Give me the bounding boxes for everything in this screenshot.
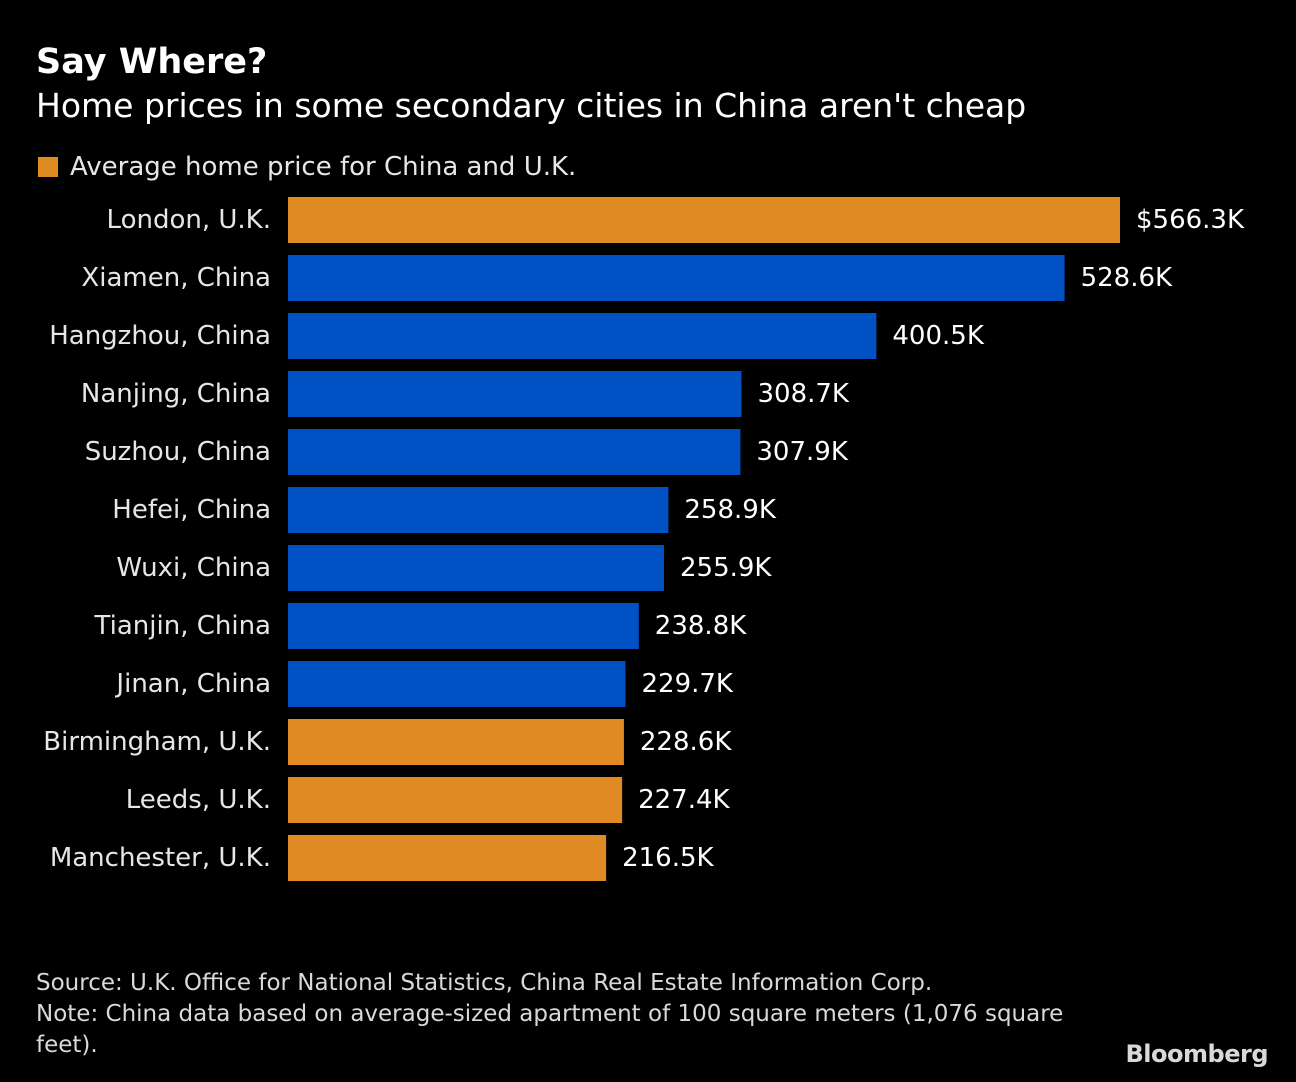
bar-4 bbox=[288, 429, 741, 475]
chart-title: Say Where? bbox=[36, 42, 268, 82]
bar-5 bbox=[288, 487, 669, 533]
category-label: Xiamen, China bbox=[81, 263, 271, 293]
bar-1 bbox=[288, 255, 1065, 301]
bar-0 bbox=[288, 197, 1120, 243]
value-label: 238.8K bbox=[655, 611, 747, 641]
value-label: 528.6K bbox=[1081, 263, 1173, 293]
value-label: 255.9K bbox=[680, 553, 772, 583]
legend-swatch bbox=[38, 157, 58, 177]
bar-6 bbox=[288, 545, 664, 591]
bar-7 bbox=[288, 603, 639, 649]
bar-11 bbox=[288, 835, 607, 881]
category-label: Tianjin, China bbox=[94, 611, 271, 641]
value-label: 229.7K bbox=[642, 669, 734, 699]
chart-legend: Average home price for China and U.K. bbox=[38, 150, 576, 184]
bar-2 bbox=[288, 313, 877, 359]
value-label: 308.7K bbox=[758, 379, 850, 409]
legend-label: Average home price for China and U.K. bbox=[70, 152, 577, 182]
value-label: 307.9K bbox=[756, 437, 848, 467]
bar-3 bbox=[288, 371, 742, 417]
bar-10 bbox=[288, 777, 623, 823]
value-label: 400.5K bbox=[892, 321, 984, 351]
value-label: $566.3K bbox=[1136, 205, 1245, 235]
category-label: Birmingham, U.K. bbox=[43, 727, 271, 757]
bar-9 bbox=[288, 719, 624, 765]
category-label: London, U.K. bbox=[107, 205, 271, 235]
category-label: Manchester, U.K. bbox=[50, 843, 271, 873]
value-label: 216.5K bbox=[622, 843, 714, 873]
category-label: Hangzhou, China bbox=[49, 321, 271, 351]
category-label: Suzhou, China bbox=[85, 437, 271, 467]
category-label: Leeds, U.K. bbox=[126, 785, 271, 815]
category-label: Nanjing, China bbox=[81, 379, 271, 409]
category-label: Hefei, China bbox=[112, 495, 271, 525]
category-label: Jinan, China bbox=[114, 669, 271, 699]
bar-8 bbox=[288, 661, 626, 707]
bar-chart: London, U.K. $566.3K Xiamen, China 528.6K Ha… bbox=[43, 197, 1245, 881]
source-note: Source: U.K. Office for National Statist… bbox=[36, 970, 933, 996]
data-note: Note: China data based on average-sized … bbox=[36, 1001, 1064, 1058]
category-label: Wuxi, China bbox=[116, 553, 271, 583]
chart-subtitle: Home prices in some secondary cities in … bbox=[36, 86, 1027, 125]
footnote: Source: U.K. Office for National Statist… bbox=[36, 968, 1076, 1061]
value-label: 227.4K bbox=[638, 785, 730, 815]
value-label: 258.9K bbox=[684, 495, 776, 525]
value-label: 228.6K bbox=[640, 727, 732, 757]
bloomberg-logo: Bloomberg bbox=[1125, 1040, 1269, 1068]
